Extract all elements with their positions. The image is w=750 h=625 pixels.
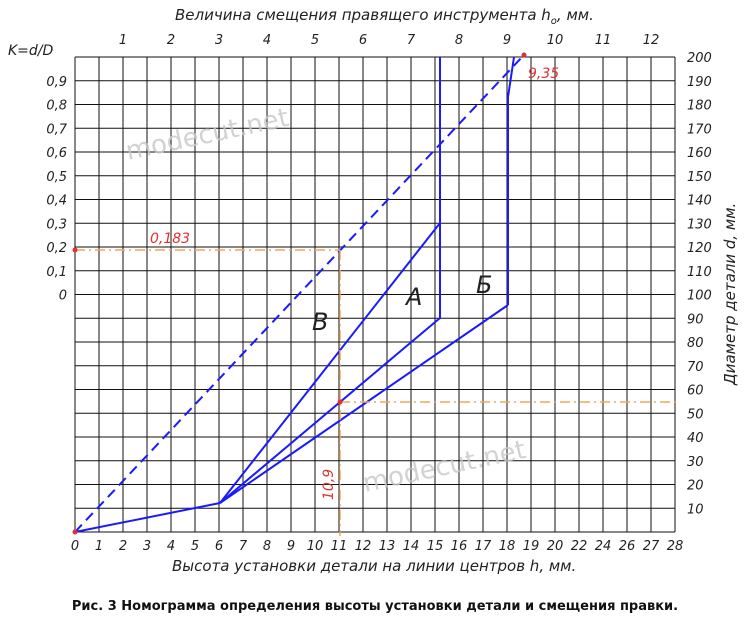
line-a-bottom bbox=[219, 317, 441, 504]
top-tick-label: 2 bbox=[167, 33, 175, 48]
point bbox=[72, 529, 78, 535]
caption: Рис. 3 Номограмма определения высоты уст… bbox=[72, 599, 678, 614]
right-tick-label: 170 bbox=[687, 122, 712, 137]
x-tick-label: 27 bbox=[643, 539, 660, 554]
line-b bbox=[219, 304, 509, 504]
base-line bbox=[74, 502, 221, 533]
top-tick-label: 12 bbox=[643, 33, 660, 48]
x-tick-label: 24 bbox=[595, 539, 612, 554]
x-tick-label: 3 bbox=[143, 539, 151, 554]
grid bbox=[74, 56, 676, 533]
right-tick-label: 190 bbox=[687, 75, 712, 90]
x-tick-label: 22 bbox=[571, 539, 588, 554]
line-a-top bbox=[219, 222, 441, 504]
left-axis-title: K=d/D bbox=[8, 43, 54, 59]
h0-value: 9,35 bbox=[528, 66, 559, 82]
left-tick-label: 0,2 bbox=[46, 241, 67, 256]
right-tick-label: 90 bbox=[687, 312, 704, 327]
top-tick-label: 3 bbox=[215, 33, 223, 48]
right-tick-label: 50 bbox=[687, 407, 704, 422]
x-tick-label: 7 bbox=[239, 539, 248, 554]
x-tick-label: 17 bbox=[475, 539, 492, 554]
top-tick-label: 1 bbox=[119, 33, 127, 48]
x-tick-label: 28 bbox=[667, 539, 684, 554]
top-tick-label: 6 bbox=[359, 33, 367, 48]
vertical-b bbox=[507, 56, 515, 305]
point bbox=[72, 247, 78, 253]
top-tick-label: 7 bbox=[407, 33, 416, 48]
watermark: modecut.net bbox=[123, 103, 291, 167]
left-tick-label: 0,1 bbox=[46, 265, 67, 280]
right-tick-label: 160 bbox=[687, 146, 712, 161]
top-tick-label: 4 bbox=[263, 33, 271, 48]
bottom-axis-title: Высота установки детали на линии центров… bbox=[172, 557, 576, 575]
left-tick-label: 0,3 bbox=[46, 217, 67, 232]
right-tick-label: 180 bbox=[687, 99, 712, 114]
right-tick-label: 110 bbox=[687, 265, 712, 280]
right-tick-label: 150 bbox=[687, 170, 712, 185]
top-tick-label: 10 bbox=[547, 33, 564, 48]
left-tick-label: 0,7 bbox=[46, 122, 67, 137]
x-tick-label: 5 bbox=[191, 539, 199, 554]
watermark: modecut.net bbox=[360, 435, 528, 499]
left-tick-label: 0,9 bbox=[46, 75, 67, 90]
x-tick-label: 0 bbox=[71, 539, 79, 554]
right-tick-label: 10 bbox=[687, 502, 704, 517]
x-tick-label: 12 bbox=[355, 539, 372, 554]
x-tick-label: 18 bbox=[499, 539, 516, 554]
right-tick-label: 140 bbox=[687, 194, 712, 209]
x-tick-label: 10 bbox=[307, 539, 324, 554]
zone-label: В bbox=[312, 308, 328, 336]
x-tick-label: 6 bbox=[215, 539, 223, 554]
left-tick-label: 0,4 bbox=[46, 194, 67, 209]
x-tick-label: 19 bbox=[523, 539, 540, 554]
point bbox=[337, 399, 343, 405]
x-tick-label: 4 bbox=[167, 539, 175, 554]
x-tick-label: 16 bbox=[451, 539, 468, 554]
right-tick-label: 70 bbox=[687, 360, 704, 375]
x-tick-label: 26 bbox=[619, 539, 636, 554]
right-tick-label: 40 bbox=[687, 431, 704, 446]
x-tick-label: 1 bbox=[95, 539, 103, 554]
zone-label: А bbox=[404, 283, 422, 311]
right-tick-label: 80 bbox=[687, 336, 704, 351]
right-axis-title: Диаметр детали d, мм. bbox=[721, 203, 739, 386]
left-tick-label: 0,6 bbox=[46, 146, 67, 161]
top-tick-label: 8 bbox=[455, 33, 463, 48]
point bbox=[521, 52, 527, 58]
right-tick-label: 100 bbox=[687, 289, 712, 304]
x-tick-label: 8 bbox=[263, 539, 271, 554]
k-value: 0,183 bbox=[150, 231, 190, 247]
top-tick-label: 5 bbox=[311, 33, 319, 48]
right-tick-label: 130 bbox=[687, 217, 712, 232]
right-tick-label: 120 bbox=[687, 241, 712, 256]
right-tick-label: 20 bbox=[687, 479, 704, 494]
x-tick-label: 11 bbox=[331, 539, 348, 554]
zone-label: Б bbox=[476, 271, 492, 299]
top-axis-title: Величина смещения правящего инструмента … bbox=[175, 6, 594, 27]
x-tick-label: 15 bbox=[427, 539, 444, 554]
h-value: 10,9 bbox=[321, 469, 337, 500]
left-tick-label: 0,8 bbox=[46, 99, 67, 114]
x-tick-label: 9 bbox=[287, 539, 295, 554]
x-tick-label: 20 bbox=[547, 539, 564, 554]
top-tick-label: 9 bbox=[503, 33, 511, 48]
left-tick-label: 0,5 bbox=[46, 170, 67, 185]
left-tick-label: 0 bbox=[59, 289, 67, 304]
x-tick-label: 2 bbox=[119, 539, 127, 554]
x-tick-label: 14 bbox=[403, 539, 420, 554]
dashed-line bbox=[74, 54, 525, 533]
x-tick-label: 13 bbox=[379, 539, 396, 554]
right-tick-label: 60 bbox=[687, 384, 704, 399]
right-tick-label: 200 bbox=[687, 51, 712, 66]
right-tick-label: 30 bbox=[687, 455, 704, 470]
top-tick-label: 11 bbox=[595, 33, 612, 48]
